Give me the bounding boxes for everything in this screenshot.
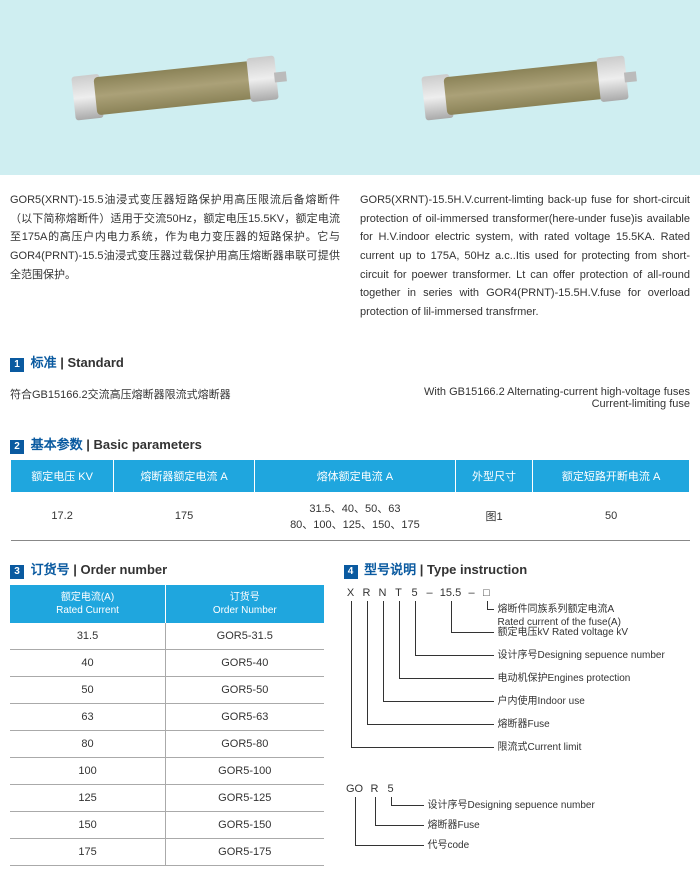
section-head-3: 3 订货号 | Order number	[10, 559, 324, 579]
description-cn: GOR5(XRNT)-15.5油浸式变压器短路保护用高压限流后备熔断件（以下简称…	[10, 191, 340, 322]
type-diagram-2: GOR5 设计序号Designing sepuence number 熔断器Fus…	[344, 783, 691, 872]
type-label: 额定电压kV Rated voltage kV	[498, 626, 629, 639]
section-en-3: Order number	[81, 562, 168, 577]
section-en-2: Basic parameters	[94, 437, 202, 452]
order-row: 50GOR5-50	[10, 676, 324, 703]
type-char: R	[360, 587, 374, 599]
section-head-2: 2 基本参数 | Basic parameters	[10, 434, 690, 454]
type-char: –	[424, 587, 436, 599]
order-current: 63	[10, 703, 166, 730]
type-label: 熔断器Fuse	[498, 718, 550, 731]
order-row: 175GOR5-175	[10, 838, 324, 865]
order-number: GOR5-100	[166, 757, 324, 784]
params-table: 额定电压 KV 熔断器额定电流 A 熔体额定电流 A 外型尺寸 额定短路开断电流…	[10, 460, 690, 541]
fuse-image-1	[73, 52, 277, 123]
type-char: T	[392, 587, 406, 599]
section-params: 2 基本参数 | Basic parameters 额定电压 KV 熔断器额定电…	[0, 420, 700, 549]
order-number: GOR5-50	[166, 676, 324, 703]
order-table: 额定电流(A)Rated Current 订货号Order Number 31.…	[10, 585, 324, 866]
type-label: 熔断器Fuse	[428, 819, 480, 832]
order-current: 50	[10, 676, 166, 703]
order-number: GOR5-31.5	[166, 623, 324, 650]
order-row: 150GOR5-150	[10, 811, 324, 838]
order-h2: 订货号Order Number	[166, 585, 324, 623]
section-standard: 1 标准 | Standard	[0, 338, 700, 386]
description-en: GOR5(XRNT)-15.5H.V.current-limting back-…	[360, 191, 690, 322]
section-num-4: 4	[344, 565, 358, 579]
section-cn-2: 基本参数	[31, 437, 83, 452]
order-number: GOR5-125	[166, 784, 324, 811]
order-number: GOR5-40	[166, 649, 324, 676]
order-row: 31.5GOR5-31.5	[10, 623, 324, 650]
params-row: 17.2 175 31.5、40、50、6380、100、125、150、175…	[11, 492, 690, 541]
section-head-1: 1 标准 | Standard	[10, 352, 690, 372]
params-h5: 额定短路开断电流 A	[533, 460, 690, 492]
order-current: 100	[10, 757, 166, 784]
standard-en: With GB15166.2 Alternating-current high-…	[390, 386, 690, 410]
section-en-1: Standard	[68, 355, 124, 370]
order-row: 125GOR5-125	[10, 784, 324, 811]
section-cn-4: 型号说明	[364, 562, 416, 577]
type-char: –	[466, 587, 478, 599]
type-label: 设计序号Designing sepuence number	[498, 649, 665, 662]
type-char: 5	[408, 587, 422, 599]
params-v4: 图1	[455, 492, 532, 541]
order-row: 40GOR5-40	[10, 649, 324, 676]
order-current: 150	[10, 811, 166, 838]
description-row: GOR5(XRNT)-15.5油浸式变压器短路保护用高压限流后备熔断件（以下简称…	[0, 175, 700, 338]
order-row: 80GOR5-80	[10, 730, 324, 757]
order-row: 63GOR5-63	[10, 703, 324, 730]
hero-image-area	[0, 0, 700, 175]
order-number: GOR5-150	[166, 811, 324, 838]
params-h2: 熔断器额定电流 A	[114, 460, 255, 492]
params-v5: 50	[533, 492, 690, 541]
type-label: 限流式Current limit	[498, 741, 582, 754]
type-char: 15.5	[438, 587, 464, 599]
section-cn-1: 标准	[31, 355, 57, 370]
section-num-1: 1	[10, 358, 24, 372]
fuse-image-2	[423, 52, 627, 123]
type-char: GO	[344, 783, 366, 795]
order-number: GOR5-80	[166, 730, 324, 757]
type-char: X	[344, 587, 358, 599]
order-row: 100GOR5-100	[10, 757, 324, 784]
section-head-4: 4 型号说明 | Type instruction	[344, 559, 691, 579]
type-char: R	[368, 783, 382, 795]
order-current: 80	[10, 730, 166, 757]
order-current: 175	[10, 838, 166, 865]
params-h3: 熔体额定电流 A	[254, 460, 455, 492]
type-diagram-1: XRNT5–15.5–□ 熔断件同族系列额定电流ARated current o…	[344, 587, 691, 771]
type-char: □	[480, 587, 494, 599]
order-number: GOR5-63	[166, 703, 324, 730]
type-label: 设计序号Designing sepuence number	[428, 799, 595, 812]
type-char: N	[376, 587, 390, 599]
params-h1: 额定电压 KV	[11, 460, 114, 492]
order-number: GOR5-175	[166, 838, 324, 865]
type-label: 电动机保护Engines protection	[498, 672, 631, 685]
order-current: 31.5	[10, 623, 166, 650]
section-en-4: Type instruction	[427, 562, 527, 577]
params-v3: 31.5、40、50、6380、100、125、150、175	[254, 492, 455, 541]
params-v1: 17.2	[11, 492, 114, 541]
order-h1: 额定电流(A)Rated Current	[10, 585, 166, 623]
order-current: 40	[10, 649, 166, 676]
section-num-2: 2	[10, 440, 24, 454]
params-v2: 175	[114, 492, 255, 541]
type-label: 户内使用Indoor use	[498, 695, 585, 708]
type-label: 代号code	[428, 839, 470, 852]
params-h4: 外型尺寸	[455, 460, 532, 492]
type-char: 5	[384, 783, 398, 795]
standard-cn: 符合GB15166.2交流高压熔断器限流式熔断器	[10, 386, 310, 410]
section-num-3: 3	[10, 565, 24, 579]
order-current: 125	[10, 784, 166, 811]
section-cn-3: 订货号	[31, 562, 70, 577]
standard-content: 符合GB15166.2交流高压熔断器限流式熔断器 With GB15166.2 …	[0, 386, 700, 420]
